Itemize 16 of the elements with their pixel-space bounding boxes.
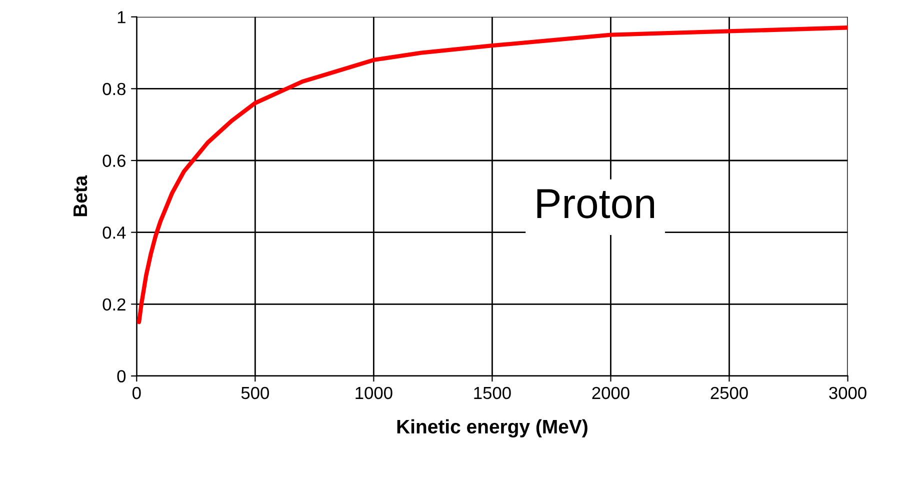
annotation: Proton — [537, 189, 654, 218]
x-tick-label: 1500 — [474, 386, 511, 400]
y-tick-label: 0.4 — [102, 226, 126, 239]
x-tick-label: 1000 — [356, 386, 392, 400]
y-axis-title: Beta — [74, 175, 88, 216]
y-tick-label: 0.8 — [102, 82, 126, 96]
y-tick-label: 0 — [117, 370, 126, 382]
x-tick-label: 500 — [241, 386, 269, 400]
x-tick-label: 2500 — [710, 386, 748, 400]
y-tick-label: 0.6 — [102, 154, 126, 167]
x-tick-label: 0 — [132, 386, 141, 400]
y-tick-label: 1 — [118, 11, 126, 24]
y-tick-label: 0.2 — [102, 298, 126, 311]
x-tick-label: 2000 — [592, 386, 630, 400]
x-axis-title: Kinetic energy (MeV) — [397, 419, 588, 438]
x-tick-label: 3000 — [829, 386, 866, 400]
